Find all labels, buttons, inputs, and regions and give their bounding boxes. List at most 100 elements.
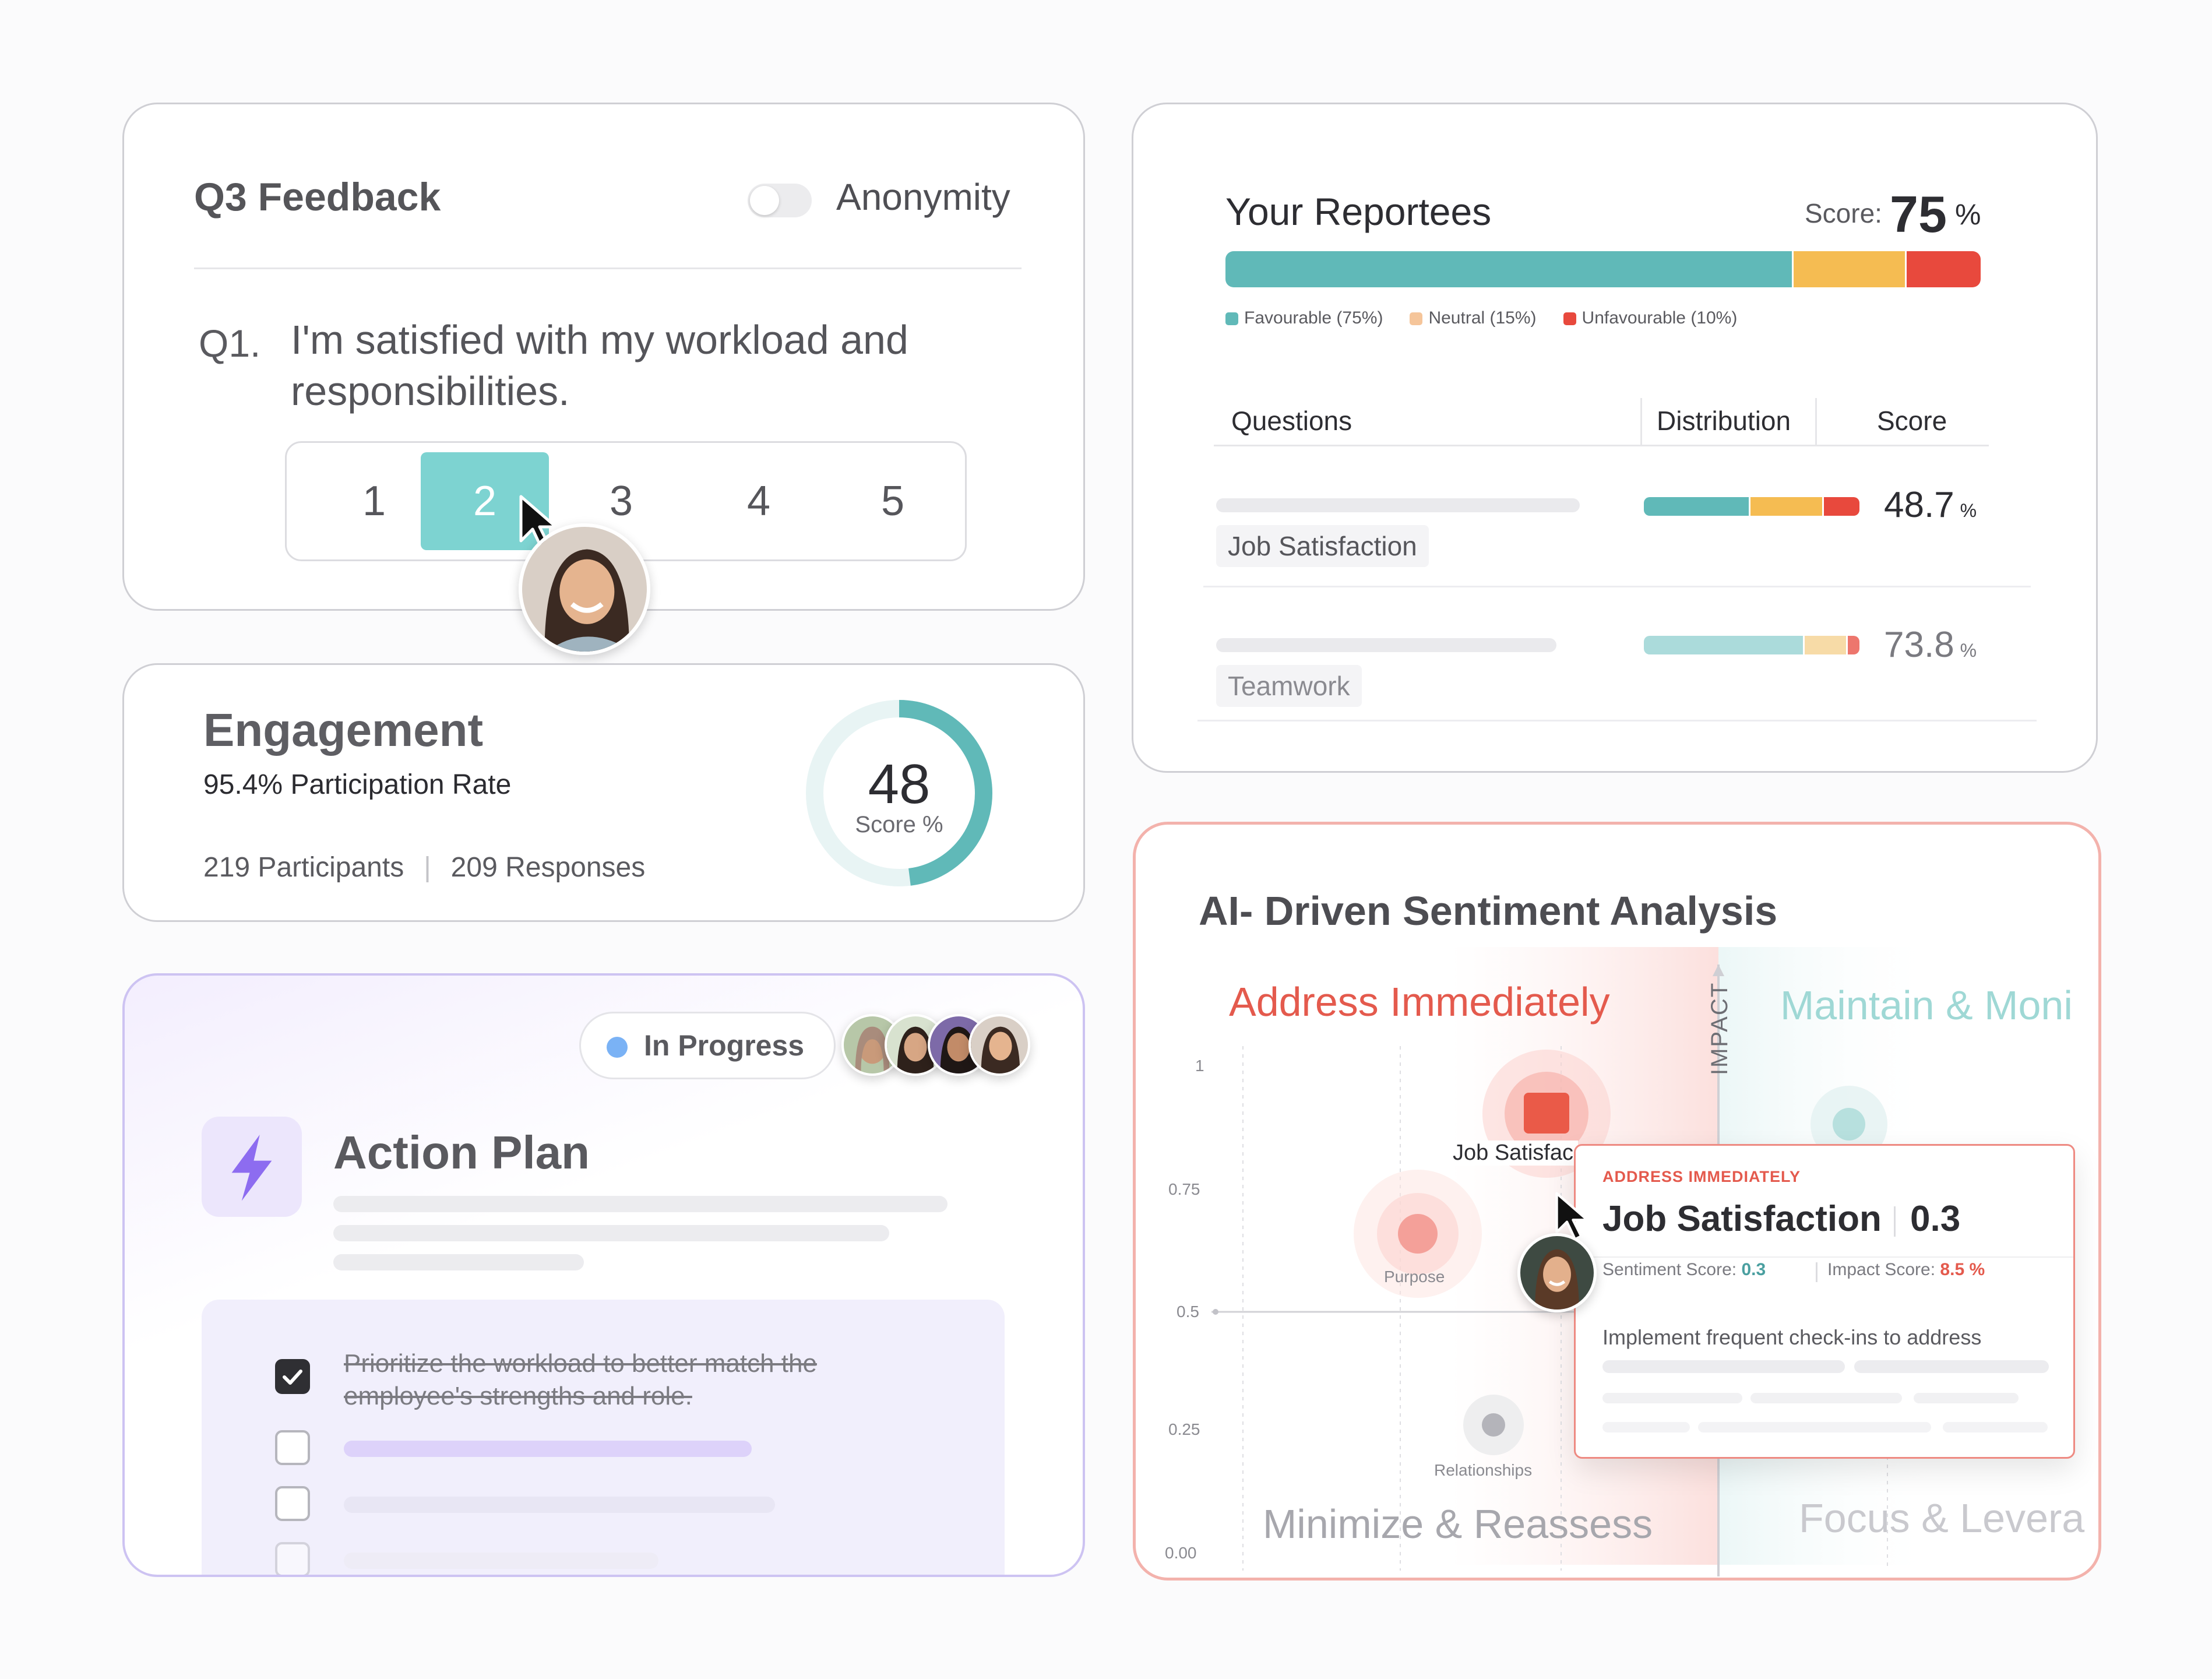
- tooltip-sentiment-score: Sentiment Score: 0.3: [1602, 1260, 1766, 1280]
- tooltip-separator: [1894, 1206, 1896, 1237]
- tooltip-kicker: ADDRESS IMMEDIATELY: [1602, 1168, 1801, 1185]
- placeholder-line: [1943, 1422, 2048, 1432]
- y-tick-label: 0.5: [1177, 1303, 1199, 1321]
- task-checkbox[interactable]: [275, 1486, 310, 1521]
- legend-item-favourable: Favourable (75%): [1225, 308, 1383, 328]
- anonymity-label: Anonymity: [836, 176, 1010, 218]
- point-maintain[interactable]: [1833, 1108, 1865, 1141]
- responses-count: 209 Responses: [450, 852, 646, 883]
- question-number: Q1.: [199, 322, 261, 365]
- placeholder-line: [1602, 1422, 1690, 1432]
- legend-label: Favourable (75%): [1244, 308, 1383, 328]
- y-tick-label: 0.25: [1168, 1420, 1200, 1438]
- placeholder-line: [1602, 1360, 1845, 1373]
- score-unit: %: [1955, 198, 1981, 231]
- legend-swatch: [1225, 312, 1238, 325]
- row-score-value: 48.7: [1884, 485, 1954, 525]
- bar-segment: [1749, 497, 1822, 516]
- legend-swatch: [1410, 312, 1423, 325]
- placeholder-line: [1750, 1393, 1902, 1403]
- task-checkbox-checked[interactable]: [275, 1359, 310, 1394]
- task-placeholder: [344, 1497, 775, 1513]
- placeholder-line: [1854, 1360, 2049, 1373]
- bar-segment: [1905, 251, 1981, 287]
- participation-rate: 95.4% Participation Rate: [203, 769, 512, 800]
- header-rule: [1214, 445, 1989, 446]
- task-list: [202, 1300, 1005, 1575]
- quadrant-label-focus-leverage: Focus & Levera: [1799, 1495, 2085, 1541]
- status-dot: [607, 1037, 628, 1058]
- toggle-knob: [750, 186, 779, 215]
- rating-option-5[interactable]: 5: [880, 478, 905, 525]
- quadrant-label-maintain-monitor: Maintain & Moni: [1780, 983, 2073, 1028]
- sentiment-title: AI- Driven Sentiment Analysis: [1199, 888, 1778, 934]
- rating-option-1[interactable]: 1: [362, 478, 386, 525]
- column-divider: [1640, 398, 1642, 445]
- legend-item-unfavourable: Unfavourable (10%): [1563, 308, 1737, 328]
- tooltip-body: Implement frequent check-ins to address: [1602, 1325, 1982, 1349]
- engagement-title: Engagement: [203, 704, 484, 756]
- score-donut-chart: [806, 700, 992, 886]
- row-score-unit: %: [1960, 500, 1977, 521]
- lightning-icon: [202, 1117, 302, 1217]
- placeholder-line: [1698, 1422, 1931, 1432]
- donut-score-arc: [806, 700, 992, 886]
- placeholder-line: [333, 1254, 584, 1270]
- status-text: In Progress: [644, 1029, 805, 1062]
- row-distribution-bar: [1644, 497, 1859, 516]
- completed-task-text: Prioritize the workload to better match …: [344, 1349, 817, 1410]
- axis-origin-dot: [1213, 1309, 1218, 1315]
- rating-option-3[interactable]: 3: [609, 478, 633, 525]
- row-label-job-satisfaction: Job Satisfaction: [1216, 525, 1429, 567]
- row-score-value: 73.8: [1884, 625, 1954, 665]
- row-label-teamwork: Teamwork: [1216, 665, 1362, 707]
- stats-separator: |: [424, 852, 431, 883]
- donut-score-value: 48: [868, 753, 931, 815]
- point-job-satisfaction[interactable]: [1524, 1093, 1569, 1134]
- reportees-card: Your Reportees Score: 75 % Favourable (7…: [1132, 103, 2098, 773]
- quadrant-label-minimize-reassess: Minimize & Reassess: [1263, 1501, 1653, 1547]
- point-purpose[interactable]: [1398, 1214, 1438, 1254]
- bar-segment: [1822, 497, 1859, 516]
- bar-segment: [1644, 636, 1804, 654]
- point-relationships[interactable]: [1482, 1413, 1505, 1437]
- question-text: I'm satisfied with my workload and respo…: [291, 317, 908, 414]
- point-label-relationships: Relationships: [1434, 1461, 1533, 1479]
- column-header-score[interactable]: Score: [1877, 406, 1947, 436]
- task-checkbox[interactable]: [275, 1430, 310, 1465]
- sentiment-analysis-card: AI- Driven Sentiment Analysis Address Im…: [1133, 822, 2101, 1581]
- placeholder-line: [333, 1196, 948, 1212]
- feedback-title: Q3 Feedback: [194, 175, 441, 219]
- distribution-legend: Favourable (75%) Neutral (15%) Unfavoura…: [1225, 308, 1737, 328]
- point-label-purpose: Purpose: [1384, 1268, 1445, 1286]
- column-header-questions[interactable]: Questions: [1231, 406, 1352, 436]
- reportees-title: Your Reportees: [1225, 190, 1492, 233]
- task-placeholder: [344, 1553, 658, 1569]
- user-avatar: [1517, 1233, 1597, 1312]
- sentiment-score-label: Sentiment Score:: [1602, 1260, 1737, 1279]
- row-score: 48.7%: [1884, 484, 1977, 526]
- placeholder-line: [333, 1225, 889, 1241]
- score-label: Score:: [1805, 198, 1882, 228]
- engagement-card: Engagement 95.4% Participation Rate 219 …: [122, 663, 1085, 922]
- y-tick-label: 0.00: [1165, 1544, 1197, 1562]
- placeholder-line: [1602, 1393, 1742, 1403]
- bar-segment: [1792, 251, 1905, 287]
- rating-option-4[interactable]: 4: [746, 478, 771, 525]
- engagement-stats: 219 Participants | 209 Responses: [203, 851, 645, 884]
- donut-score-label: Score %: [855, 812, 943, 837]
- column-header-distribution[interactable]: Distribution: [1657, 406, 1791, 436]
- distribution-bar: [1225, 251, 1981, 287]
- point-label-job-satisfaction: Job Satisfac: [1448, 1141, 1578, 1166]
- status-badge[interactable]: In Progress: [579, 1012, 836, 1079]
- cursor-icon: [1555, 1192, 1589, 1241]
- tooltip-title: Job Satisfaction: [1602, 1199, 1882, 1239]
- action-plan-title: Action Plan: [333, 1127, 590, 1178]
- point-tooltip: ADDRESS IMMEDIATELY Job Satisfaction 0.3…: [1574, 1144, 2075, 1459]
- tooltip-rule: [1576, 1256, 2073, 1258]
- tooltip-score-divider: [1816, 1262, 1817, 1282]
- row-score: 73.8%: [1884, 624, 1977, 666]
- column-divider: [1815, 398, 1817, 445]
- task-checkbox[interactable]: [275, 1542, 310, 1575]
- anonymity-toggle[interactable]: [748, 184, 812, 217]
